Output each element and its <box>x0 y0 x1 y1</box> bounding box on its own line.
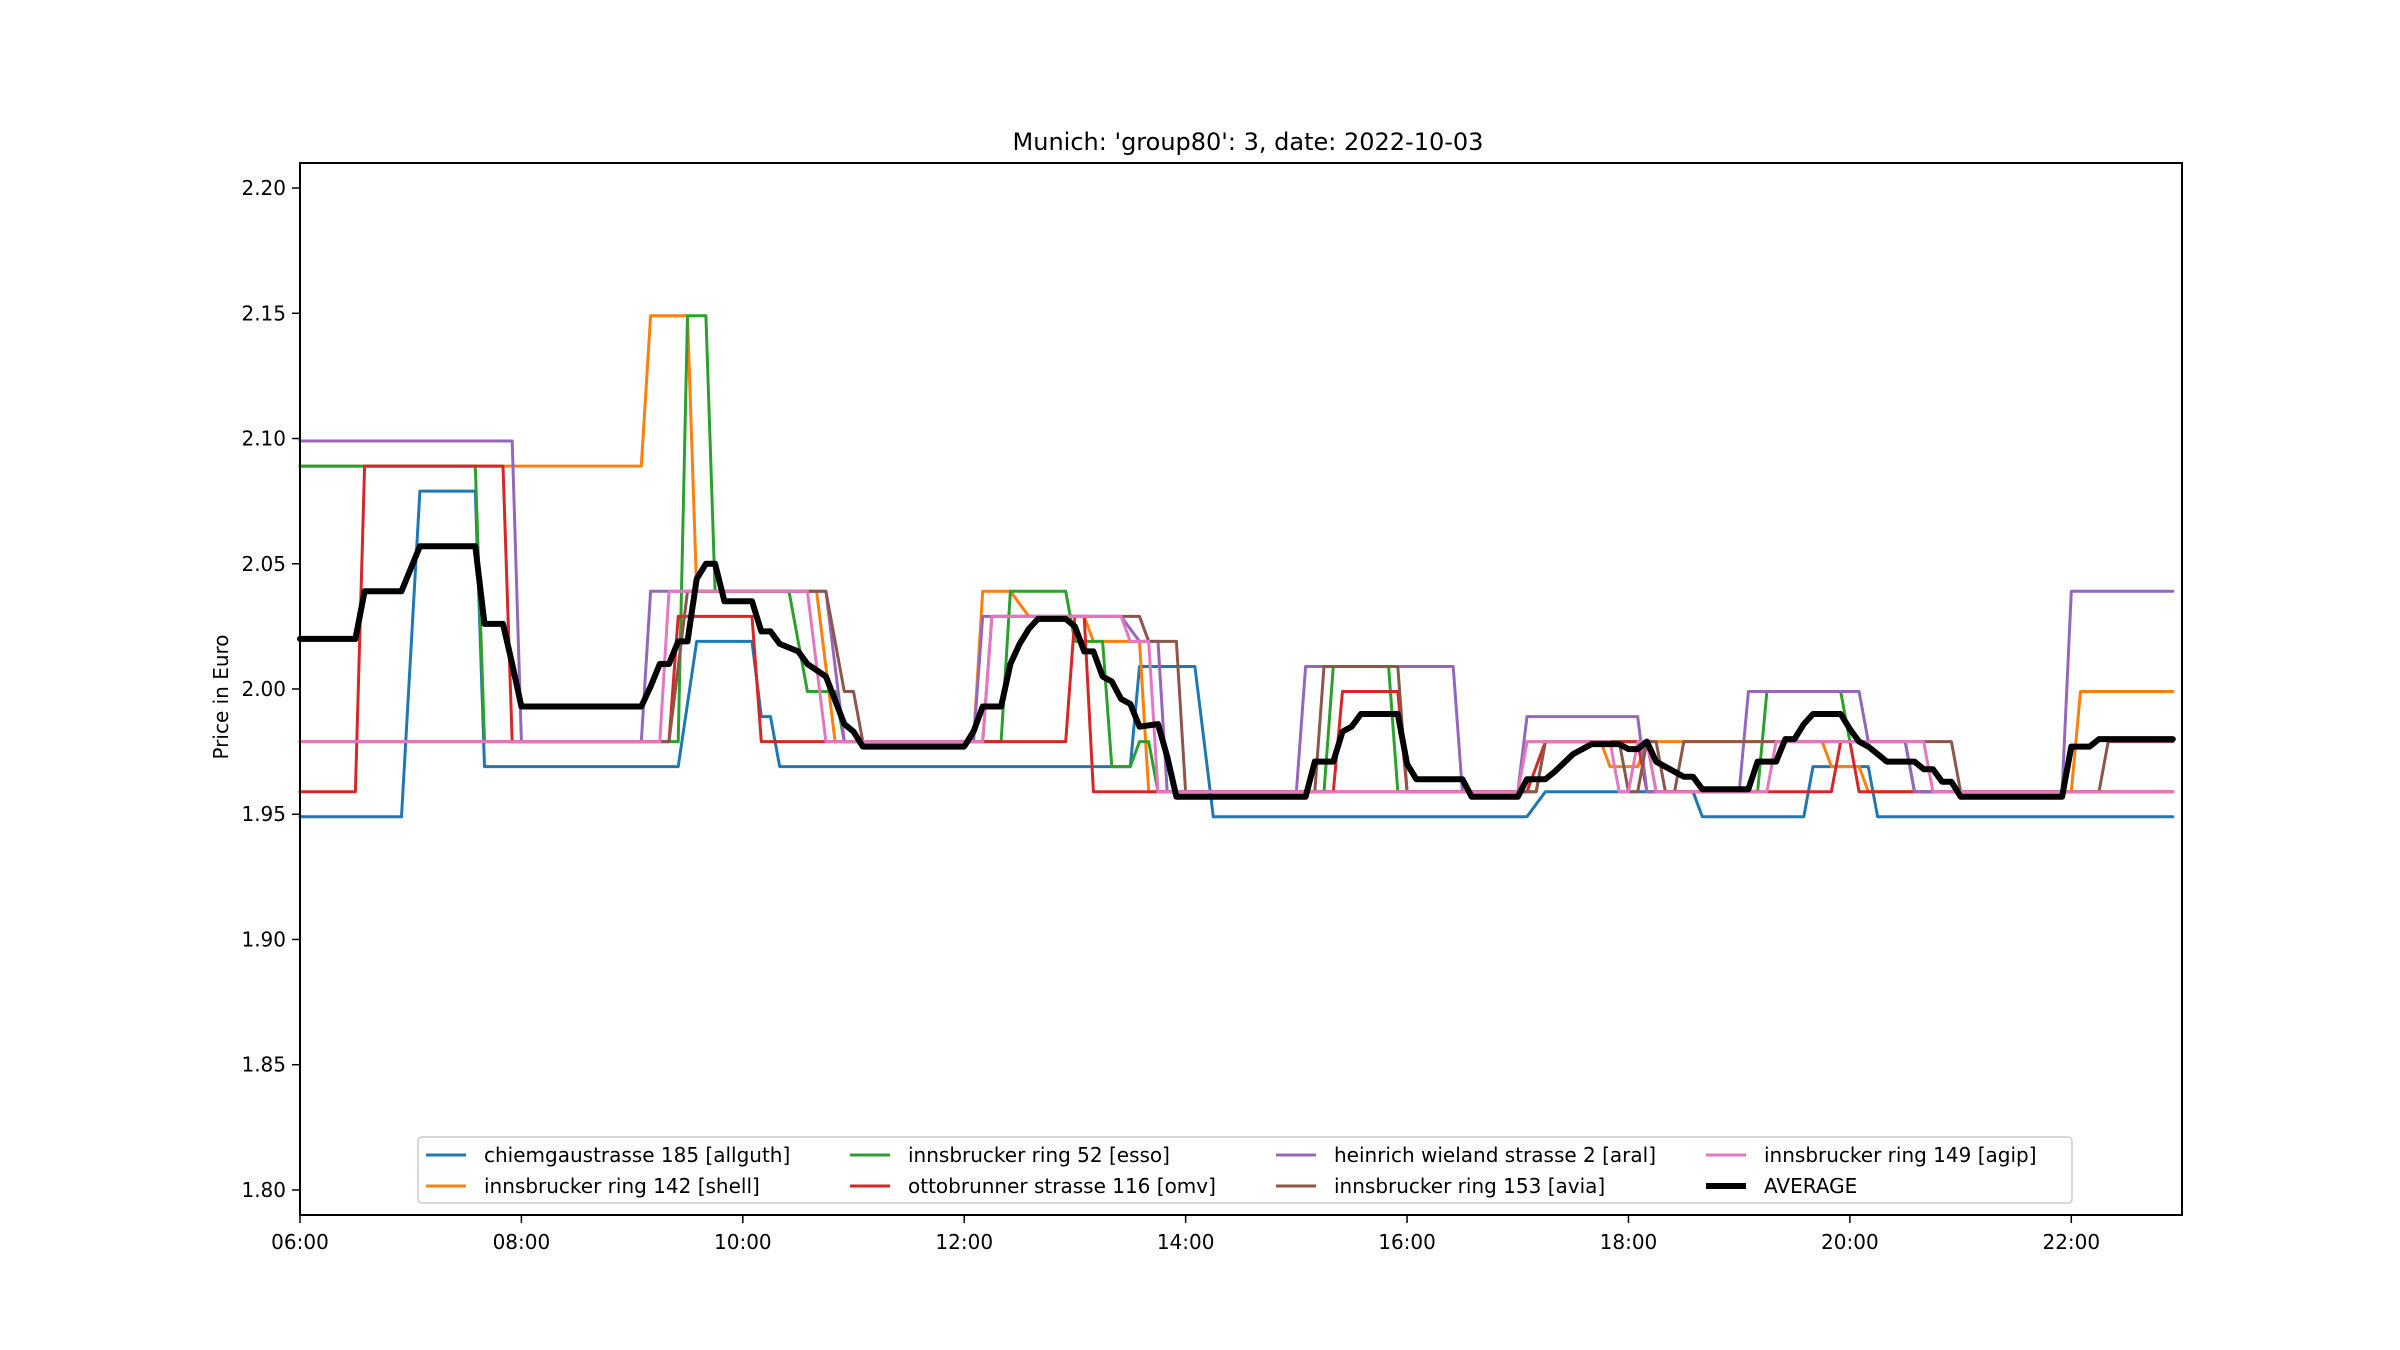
legend-item: AVERAGE <box>1706 1174 1857 1198</box>
y-axis: 1.80 1.85 1.90 1.95 2.00 2.05 2.10 2.15 2.20 <box>241 176 300 1202</box>
legend-item: innsbrucker ring 52 [esso] <box>850 1143 1170 1167</box>
legend-label: innsbrucker ring 149 [agip] <box>1764 1143 2037 1167</box>
x-tick-label: 22:00 <box>2042 1230 2100 1254</box>
y-tick-label: 1.80 <box>241 1178 286 1202</box>
legend-label: heinrich wieland strasse 2 [aral] <box>1334 1143 1656 1167</box>
y-tick-label: 1.90 <box>241 927 286 951</box>
y-tick-label: 1.85 <box>241 1053 286 1077</box>
y-tick-label: 2.15 <box>241 301 286 325</box>
y-tick-label: 2.05 <box>241 552 286 576</box>
x-axis: 06:00 08:00 10:00 12:00 14:00 16:00 18:00 20:00… <box>271 1215 2100 1254</box>
y-tick-label: 2.10 <box>241 427 286 451</box>
legend-label: innsbrucker ring 142 [shell] <box>484 1174 760 1198</box>
x-tick-label: 08:00 <box>493 1230 551 1254</box>
x-tick-label: 14:00 <box>1157 1230 1215 1254</box>
y-tick-label: 1.95 <box>241 802 286 826</box>
y-axis-label: Price in Euro <box>209 634 233 759</box>
x-tick-label: 12:00 <box>935 1230 993 1254</box>
legend-item: chiemgaustrasse 185 [allguth] <box>426 1143 790 1167</box>
legend-item: ottobrunner strasse 116 [omv] <box>850 1174 1216 1198</box>
y-tick-label: 2.00 <box>241 677 286 701</box>
legend-label: ottobrunner strasse 116 [omv] <box>908 1174 1216 1198</box>
legend-item: innsbrucker ring 153 [avia] <box>1276 1174 1605 1198</box>
x-tick-label: 20:00 <box>1821 1230 1879 1254</box>
legend: chiemgaustrasse 185 [allguth] innsbrucker… <box>417 1136 2073 1204</box>
legend-label: innsbrucker ring 153 [avia] <box>1334 1174 1605 1198</box>
plot-area <box>297 314 2176 819</box>
y-tick-label: 2.20 <box>241 176 286 200</box>
legend-label: chiemgaustrasse 185 [allguth] <box>484 1143 790 1167</box>
x-tick-label: 10:00 <box>714 1230 772 1254</box>
legend-label: innsbrucker ring 52 [esso] <box>908 1143 1170 1167</box>
legend-item: heinrich wieland strasse 2 [aral] <box>1276 1143 1656 1167</box>
series-line-7 <box>297 543 2176 800</box>
legend-item: innsbrucker ring 142 [shell] <box>426 1174 760 1198</box>
legend-label: AVERAGE <box>1764 1174 1857 1198</box>
plot-frame <box>299 162 2183 1216</box>
chart-title: Munich: 'group80': 3, date: 2022-10-03 <box>1013 128 1484 156</box>
legend-item: innsbrucker ring 149 [agip] <box>1706 1143 2037 1167</box>
x-tick-label: 16:00 <box>1378 1230 1436 1254</box>
legend-box <box>417 1136 2073 1204</box>
x-tick-label: 06:00 <box>271 1230 329 1254</box>
x-tick-label: 18:00 <box>1600 1230 1658 1254</box>
series-line-2 <box>298 314 2175 794</box>
